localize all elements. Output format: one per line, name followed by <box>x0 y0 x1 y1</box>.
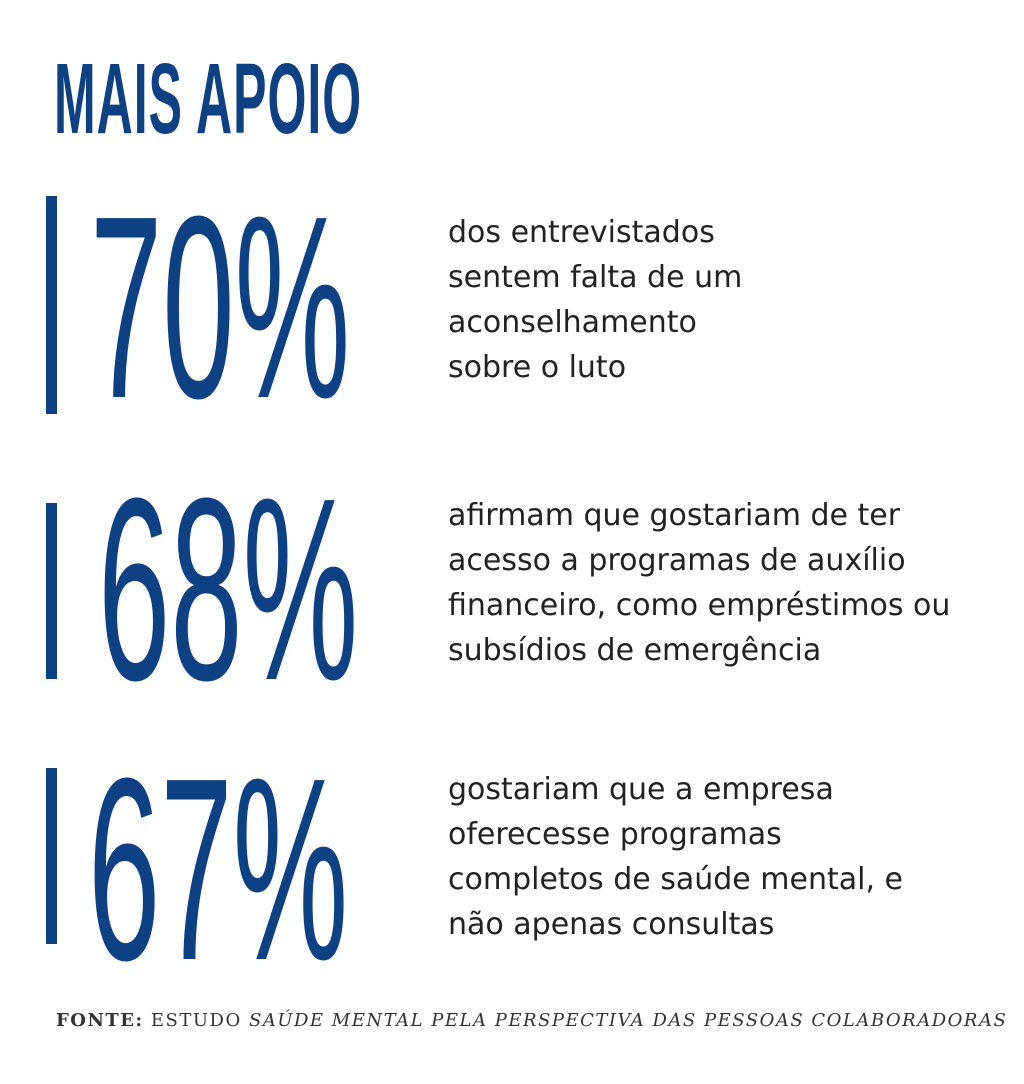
stat-description: gostariam que a empresa oferecesse progr… <box>448 767 903 947</box>
stat-description-line: aconselhamento <box>448 305 697 340</box>
page-title: MAIS APOIO <box>54 43 363 155</box>
stat-description-line: afirmam que gostariam de ter <box>448 498 901 533</box>
stat-description-line: subsídios de emergência <box>448 633 822 668</box>
stat-percentage: 67% <box>88 725 349 1015</box>
stat-description-line: sentem falta de um <box>448 260 743 295</box>
stat-divider-bar <box>46 196 57 414</box>
stat-divider-bar <box>46 503 57 679</box>
stat-percentage: 68% <box>98 445 359 735</box>
stat-description-line: completos de saúde mental, e <box>448 862 903 897</box>
source-work-title: SAÚDE MENTAL PELA PERSPECTIVA DAS PESSOA… <box>248 1010 1008 1031</box>
stat-description-line: gostariam que a empresa <box>448 772 834 807</box>
source-label: FONTE: <box>56 1010 144 1031</box>
stat-description-line: financeiro, como empréstimos ou <box>448 588 951 623</box>
stat-description-line: oferecesse programas <box>448 817 782 852</box>
stat-description-line: não apenas consultas <box>448 907 775 942</box>
stat-divider-bar <box>46 768 57 944</box>
source-credit: FONTE: ESTUDO SAÚDE MENTAL PELA PERSPECT… <box>56 1010 1007 1031</box>
source-prefix: ESTUDO <box>150 1010 242 1031</box>
stat-description-line: sobre o luto <box>448 350 627 385</box>
stat-description-line: dos entrevistados <box>448 215 715 250</box>
stat-percentage: 70% <box>90 163 351 453</box>
stat-description: dos entrevistados sentem falta de um aco… <box>448 210 742 390</box>
stat-description: afirmam que gostariam de ter acesso a pr… <box>448 493 950 673</box>
stat-description-line: acesso a programas de auxílio <box>448 543 906 578</box>
